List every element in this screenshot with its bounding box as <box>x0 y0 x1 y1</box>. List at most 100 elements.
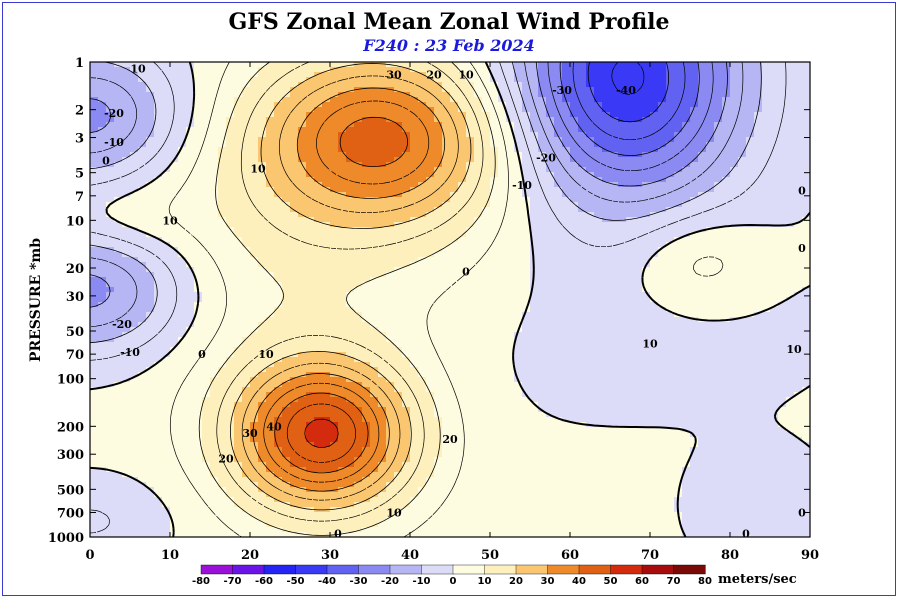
x-tick-label: 50 <box>481 548 499 563</box>
x-tick-label: 70 <box>641 548 659 563</box>
contour-label: 10 <box>458 69 474 82</box>
x-tick-label: 80 <box>721 548 739 563</box>
contour-label: 10 <box>250 162 266 175</box>
colorbar-swatch <box>232 564 265 575</box>
colorbar-tick-label: -60 <box>255 576 273 587</box>
y-tick-label: 1000 <box>48 531 84 546</box>
contour-label: 10 <box>642 338 658 351</box>
x-axis-ticks: 0 10 20 30 40 50 60 70 80 90 <box>85 62 819 563</box>
chart-title: GFS Zonal Mean Zonal Wind Profile <box>228 9 669 35</box>
contour-line-15 <box>216 62 484 522</box>
colorbar-swatch <box>673 564 706 575</box>
colorbar-tick-label: 20 <box>509 576 523 587</box>
x-tick-label: 10 <box>161 548 179 563</box>
y-tick-label: 100 <box>57 373 84 388</box>
y-tick-label: 5 <box>75 167 84 182</box>
colorbar-tick-label: -50 <box>286 576 304 587</box>
contour-label: -10 <box>120 346 140 359</box>
contour-line-30 <box>252 87 446 492</box>
x-tick-label: 0 <box>85 548 94 563</box>
contour-label: 20 <box>442 433 458 446</box>
y-tick-label: 20 <box>66 262 84 277</box>
contour-line--5 <box>90 62 787 534</box>
colorbar-swatch <box>484 564 517 575</box>
contour-label: -30 <box>552 84 572 97</box>
colorbar-tick-label: 70 <box>667 576 681 587</box>
y-tick-label: 500 <box>57 483 84 498</box>
contour-label: 0 <box>334 528 342 541</box>
contour-label: 10 <box>786 343 802 356</box>
contour-label: 40 <box>266 420 282 433</box>
contour-line-45 <box>286 403 357 463</box>
contour-labels: -40 -30 -20 -10 -20 -10 -20 -10 30 20 10 40 30 20 20 10… <box>102 63 806 541</box>
colorbar-tick-label: 30 <box>541 576 555 587</box>
contour-label: -40 <box>616 84 636 97</box>
contour-label: 30 <box>242 427 258 440</box>
colorbar-tick-label: 50 <box>604 576 618 587</box>
contour-line-20 <box>230 63 472 511</box>
y-tick-label: 10 <box>66 214 84 229</box>
plot-area <box>89 61 811 538</box>
colorbar-swatch <box>515 564 549 575</box>
contour-label: 0 <box>798 507 806 520</box>
contour-line--35 <box>572 62 686 141</box>
contour-line--45 <box>611 62 645 95</box>
contour-label: 0 <box>198 348 206 361</box>
contour-label: 30 <box>386 69 402 82</box>
y-tick-label: 200 <box>57 420 84 435</box>
contour-line--40 <box>587 62 669 123</box>
colorbar-swatch <box>263 564 297 575</box>
contour-label: 20 <box>218 453 234 466</box>
x-tick-label: 90 <box>801 548 819 563</box>
colorbar-tick-label: -80 <box>192 576 210 587</box>
x-tick-label: 60 <box>561 548 579 563</box>
y-tick-label: 300 <box>57 448 84 463</box>
colorbar-swatch <box>200 564 234 575</box>
colorbar-swatch <box>547 564 580 575</box>
contour-label: 10 <box>258 348 274 361</box>
x-tick-label: 30 <box>321 548 339 563</box>
contour-label: 0 <box>462 265 470 278</box>
y-tick-label: 30 <box>66 290 84 305</box>
colorbar-swatch <box>578 564 612 575</box>
y-tick-label: 7 <box>75 190 84 205</box>
colorbar-tick-label: 60 <box>635 576 649 587</box>
colorbar-tick-label: -70 <box>223 576 241 587</box>
contour-line-10 <box>198 62 496 536</box>
colorbar-tick-label: -30 <box>349 576 367 587</box>
contour-label: -10 <box>512 179 532 192</box>
contour-line--15 <box>90 62 744 328</box>
colorbar-tick-label: 10 <box>478 576 492 587</box>
colorbar-swatch <box>326 564 360 575</box>
contour-label: -20 <box>104 107 124 120</box>
contour-label: -20 <box>112 318 132 331</box>
contour-line-25 <box>241 75 459 501</box>
contour-label: 0 <box>742 528 750 541</box>
contour-label: 20 <box>426 69 442 82</box>
plot-border <box>89 61 811 538</box>
contour-label: 10 <box>130 63 146 76</box>
colorbar-tick-label: 0 <box>450 576 457 587</box>
x-tick-label: 20 <box>241 548 259 563</box>
contour-label: 0 <box>102 155 110 168</box>
contour-line-5 <box>168 62 724 537</box>
colorbar-tick-label: 80 <box>698 576 712 587</box>
colorbar-tick-label: -20 <box>381 576 399 587</box>
y-axis-label: PRESSURE *mb <box>28 238 44 362</box>
contour-label: -10 <box>104 136 124 149</box>
colorbar-units-label: meters/sec <box>718 572 797 587</box>
contour-label: 10 <box>162 214 178 227</box>
y-tick-label: 700 <box>57 507 84 522</box>
y-tick-label: 1 <box>75 56 84 71</box>
colorbar-swatch <box>452 564 486 575</box>
colorbar-swatch <box>389 564 423 575</box>
colorbar-swatch <box>610 564 643 575</box>
colorbar-tick-label: -40 <box>318 576 336 587</box>
colorbar-swatch <box>641 564 675 575</box>
y-tick-label: 70 <box>66 348 84 363</box>
colorbar-swatch <box>295 564 328 575</box>
contour-label: 0 <box>798 185 806 198</box>
contour-line-35 <box>263 100 430 483</box>
